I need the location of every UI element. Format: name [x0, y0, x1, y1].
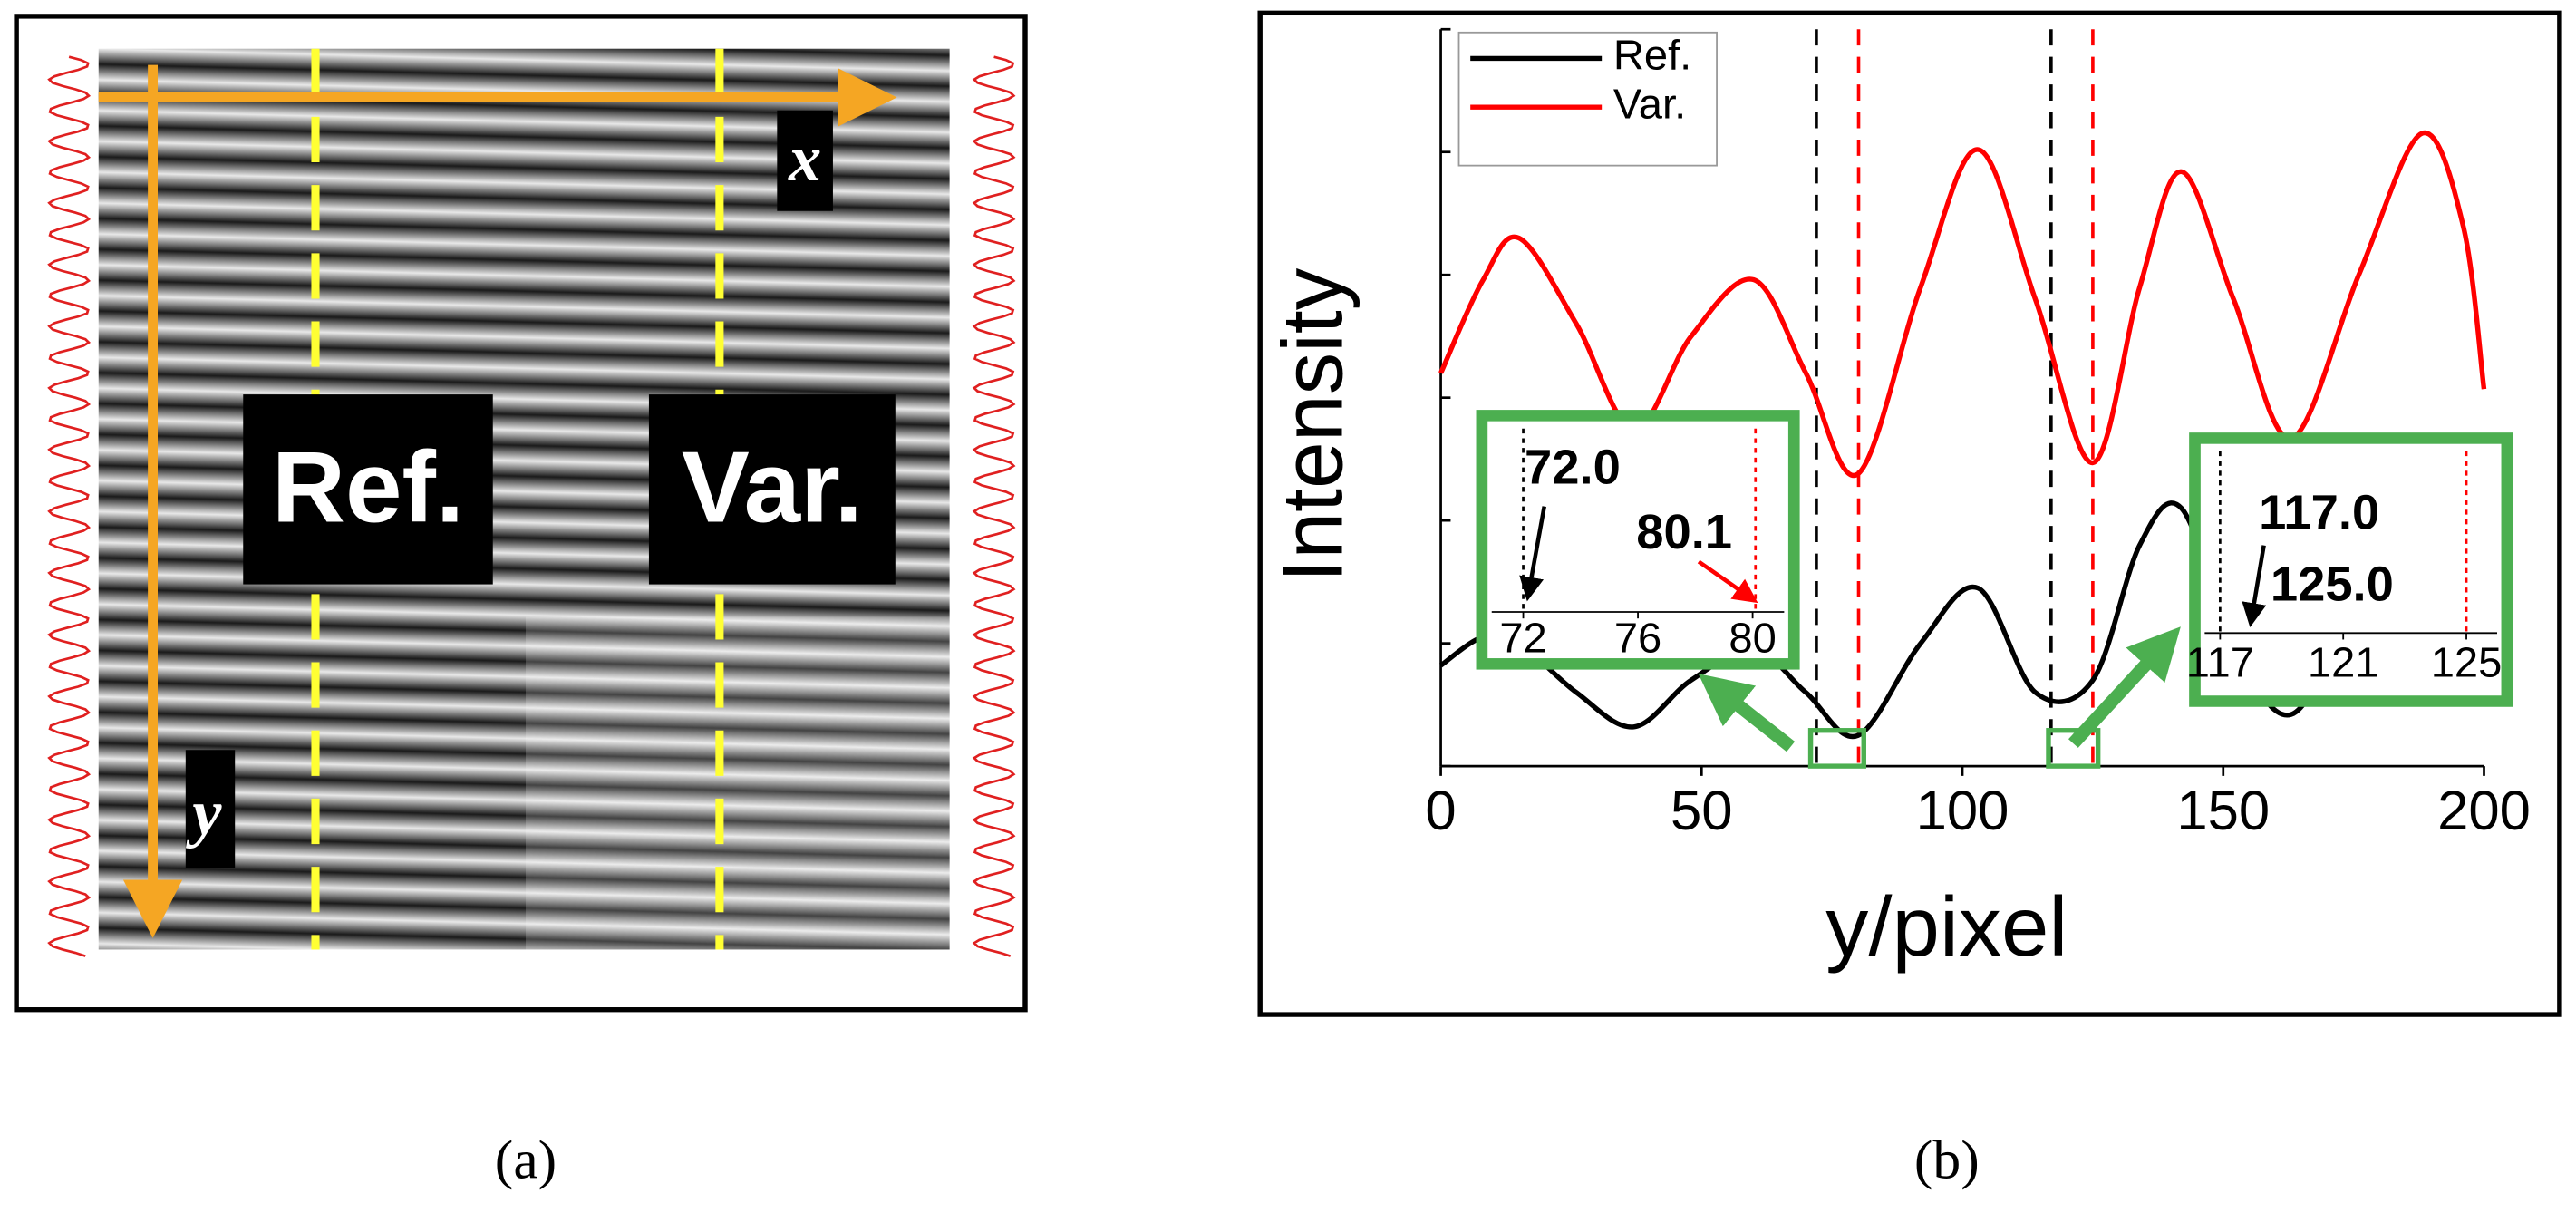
- x-axis-label: y/pixel: [1825, 879, 2068, 974]
- zoom-arrow: [1698, 674, 1796, 752]
- inset-tick-label: 76: [1614, 615, 1661, 662]
- inset-marker-label: 117.0: [2259, 486, 2379, 540]
- inset-tick-label: 121: [2308, 639, 2379, 686]
- var-label: Var.: [682, 431, 863, 543]
- x-tick-label: 0: [1425, 780, 1456, 841]
- ref-profile: [47, 55, 92, 957]
- inset-frame: [1476, 410, 1800, 670]
- x-tick-label: 150: [2176, 780, 2270, 841]
- zoom-arrow: [2068, 626, 2181, 748]
- inset-marker-arrow: [2242, 545, 2267, 627]
- inset-marker-arrow: [1519, 506, 1546, 602]
- inset-frame: [2189, 432, 2513, 707]
- x-tick-label: 200: [2437, 780, 2531, 841]
- inset-marker-label: 125.0: [2271, 558, 2394, 612]
- var-label-box: [648, 394, 896, 585]
- x-label: x: [788, 122, 821, 195]
- legend-label: Ref.: [1613, 32, 1691, 79]
- inset-tick-label: 72: [1499, 615, 1546, 662]
- legend: [1457, 31, 1718, 167]
- x-tick-label: 50: [1671, 780, 1733, 841]
- y-label-box: [185, 750, 236, 868]
- ref-label-box: [243, 394, 493, 585]
- zoom-box: [2046, 728, 2101, 769]
- inset-marker-label: 80.1: [1636, 505, 1732, 559]
- y-axis-label: Intensity: [1264, 268, 1361, 583]
- caption-a: (a): [495, 1130, 557, 1191]
- inset-marker-label: 72.0: [1525, 441, 1621, 495]
- inset-tick-label: 125: [2431, 639, 2503, 686]
- fringe-region: [526, 616, 950, 950]
- inset-marker-arrow: [1697, 559, 1758, 604]
- var-profile: [972, 55, 1016, 957]
- inset-tick-label: 117: [2186, 639, 2254, 686]
- caption-b: (b): [1914, 1130, 1980, 1191]
- ref-label: Ref.: [272, 431, 464, 543]
- x-tick-label: 100: [1916, 780, 2009, 841]
- zoom-box: [1807, 728, 1866, 769]
- x-label-box: [777, 110, 833, 211]
- legend-label: Var.: [1613, 81, 1686, 128]
- inset-tick-label: 80: [1729, 615, 1776, 662]
